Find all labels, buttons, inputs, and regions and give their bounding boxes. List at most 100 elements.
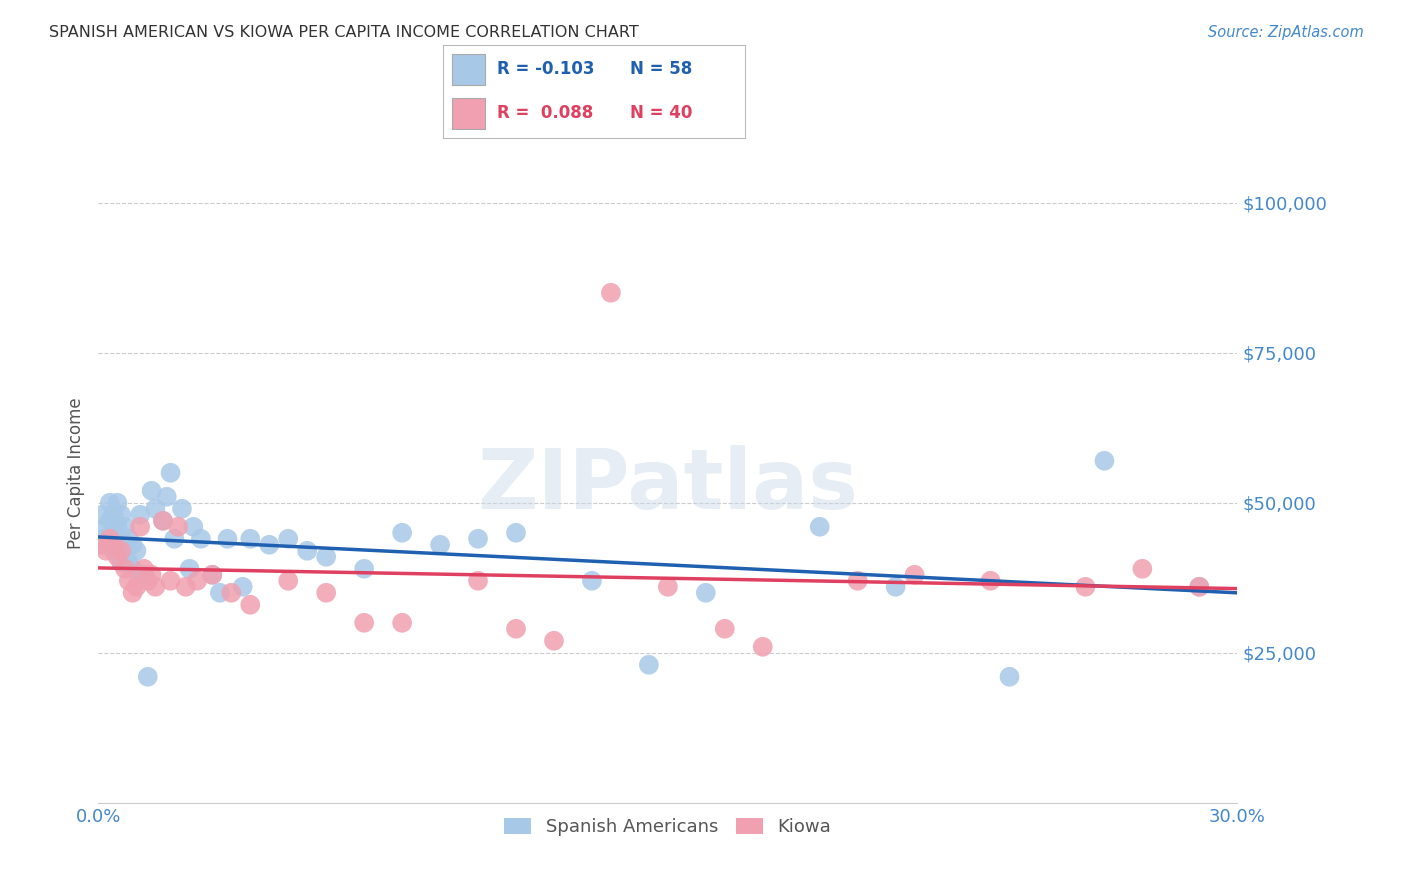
Point bbox=[107, 496, 129, 510]
Point bbox=[167, 520, 190, 534]
Point bbox=[752, 640, 775, 654]
Point bbox=[657, 580, 679, 594]
Point bbox=[1094, 454, 1116, 468]
Point bbox=[98, 532, 121, 546]
Point bbox=[201, 567, 224, 582]
Point bbox=[353, 562, 375, 576]
Point bbox=[714, 622, 737, 636]
Point bbox=[136, 670, 159, 684]
Point bbox=[998, 670, 1021, 684]
Point bbox=[94, 538, 117, 552]
Point bbox=[103, 508, 125, 522]
Point bbox=[141, 567, 163, 582]
Point bbox=[118, 556, 141, 570]
Point bbox=[159, 466, 181, 480]
Point bbox=[110, 556, 132, 570]
Point bbox=[208, 586, 231, 600]
Point bbox=[232, 580, 254, 594]
Point bbox=[183, 520, 205, 534]
Point bbox=[467, 532, 489, 546]
Point bbox=[190, 532, 212, 546]
Point bbox=[217, 532, 239, 546]
Point bbox=[107, 520, 129, 534]
Point bbox=[543, 633, 565, 648]
Point bbox=[277, 532, 299, 546]
Point bbox=[145, 580, 167, 594]
Point bbox=[505, 622, 527, 636]
Point bbox=[297, 543, 319, 558]
Point bbox=[125, 580, 148, 594]
Point bbox=[391, 525, 413, 540]
Point bbox=[163, 532, 186, 546]
Point bbox=[132, 567, 155, 582]
Point bbox=[98, 496, 121, 510]
Point bbox=[600, 285, 623, 300]
Point bbox=[91, 538, 114, 552]
Point bbox=[315, 549, 337, 564]
Point bbox=[136, 574, 159, 588]
Point bbox=[904, 567, 927, 582]
Point bbox=[125, 543, 148, 558]
Point bbox=[156, 490, 179, 504]
Text: ZIPatlas: ZIPatlas bbox=[478, 445, 858, 526]
Point bbox=[1074, 580, 1097, 594]
FancyBboxPatch shape bbox=[451, 98, 485, 129]
Point bbox=[110, 543, 132, 558]
FancyBboxPatch shape bbox=[451, 54, 485, 85]
Point bbox=[121, 562, 143, 576]
Point bbox=[91, 508, 114, 522]
Point bbox=[159, 574, 181, 588]
Point bbox=[315, 586, 337, 600]
Point bbox=[152, 514, 174, 528]
Point bbox=[129, 520, 152, 534]
Point bbox=[121, 586, 143, 600]
Text: R =  0.088: R = 0.088 bbox=[498, 104, 593, 122]
Point bbox=[107, 549, 129, 564]
Point bbox=[179, 562, 201, 576]
Point bbox=[110, 532, 132, 546]
Point bbox=[98, 514, 121, 528]
Point bbox=[152, 514, 174, 528]
Point bbox=[581, 574, 603, 588]
Point bbox=[121, 538, 143, 552]
Point bbox=[1188, 580, 1211, 594]
Point bbox=[638, 657, 661, 672]
Point bbox=[118, 532, 141, 546]
Point bbox=[118, 574, 141, 588]
Point bbox=[98, 532, 121, 546]
Point bbox=[979, 574, 1001, 588]
Point bbox=[259, 538, 281, 552]
Point bbox=[846, 574, 869, 588]
Point bbox=[239, 532, 262, 546]
Point bbox=[114, 520, 136, 534]
Point bbox=[129, 508, 152, 522]
Point bbox=[110, 508, 132, 522]
Point bbox=[103, 525, 125, 540]
Point bbox=[239, 598, 262, 612]
Point bbox=[391, 615, 413, 630]
Point bbox=[186, 574, 208, 588]
Point bbox=[174, 580, 197, 594]
Point bbox=[114, 538, 136, 552]
Point bbox=[141, 483, 163, 498]
Point bbox=[808, 520, 831, 534]
Point bbox=[467, 574, 489, 588]
Text: N = 58: N = 58 bbox=[630, 61, 693, 78]
Point bbox=[505, 525, 527, 540]
Y-axis label: Per Capita Income: Per Capita Income bbox=[66, 397, 84, 549]
Point bbox=[145, 501, 167, 516]
Text: R = -0.103: R = -0.103 bbox=[498, 61, 595, 78]
Point bbox=[103, 543, 125, 558]
Point bbox=[114, 562, 136, 576]
Point bbox=[103, 538, 125, 552]
Point bbox=[1132, 562, 1154, 576]
Legend: Spanish Americans, Kiowa: Spanish Americans, Kiowa bbox=[496, 811, 839, 843]
Point bbox=[429, 538, 451, 552]
Point bbox=[695, 586, 717, 600]
Point bbox=[91, 532, 114, 546]
Text: SPANISH AMERICAN VS KIOWA PER CAPITA INCOME CORRELATION CHART: SPANISH AMERICAN VS KIOWA PER CAPITA INC… bbox=[49, 25, 638, 40]
Text: N = 40: N = 40 bbox=[630, 104, 693, 122]
Point bbox=[94, 543, 117, 558]
Text: Source: ZipAtlas.com: Source: ZipAtlas.com bbox=[1208, 25, 1364, 40]
Point bbox=[221, 586, 243, 600]
